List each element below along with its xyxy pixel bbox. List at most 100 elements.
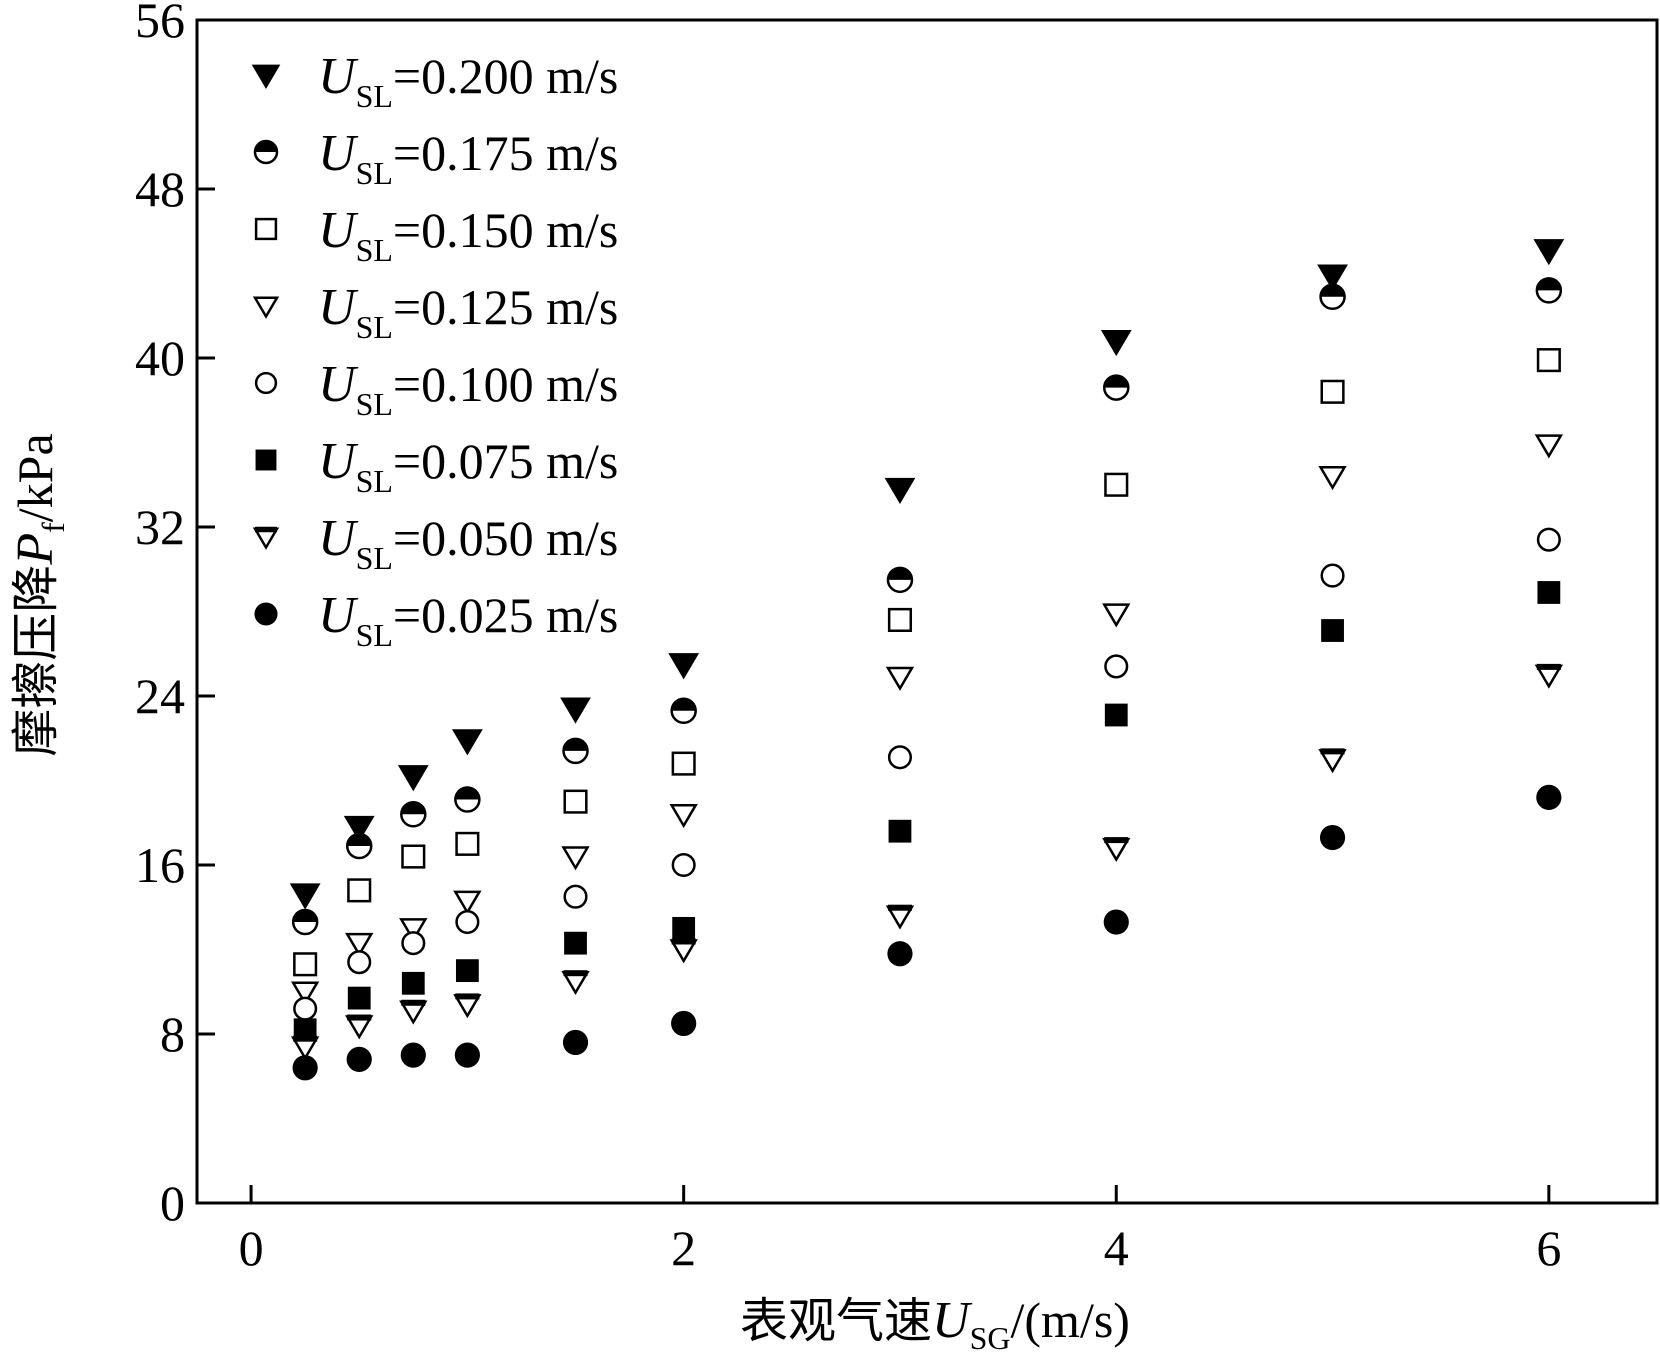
data-point (1534, 663, 1564, 689)
data-point (453, 993, 482, 1019)
data-point (560, 697, 591, 724)
data-point (671, 852, 696, 878)
legend-subscript: SL (356, 155, 393, 191)
legend-symbol: U (318, 279, 359, 336)
data-point (884, 477, 916, 504)
data-point (1319, 824, 1346, 851)
legend-symbol: U (318, 587, 359, 644)
marker-bar (255, 526, 277, 533)
data-point (1321, 619, 1344, 642)
data-point (1104, 654, 1129, 679)
data-point (455, 831, 480, 856)
data-point (1103, 909, 1129, 935)
data-point (563, 789, 588, 814)
legend-symbol: U (318, 356, 359, 413)
x-axis-label-symbol: U (932, 1292, 973, 1349)
legend-subscript: SL (356, 386, 393, 422)
data-point (400, 1042, 426, 1068)
legend-subscript: SL (356, 78, 393, 114)
legend-entry-4: USL=0.100 m/s (254, 356, 618, 422)
y-tick-label: 0 (160, 1175, 185, 1231)
data-point (561, 970, 590, 996)
data-point (454, 1042, 480, 1068)
data-point (401, 844, 426, 869)
legend-subscript: SL (356, 309, 393, 345)
data-point (671, 751, 696, 776)
data-point (289, 883, 321, 910)
data-point (343, 815, 375, 842)
legend-marker (253, 139, 279, 165)
marker-bar (1536, 663, 1561, 670)
x-axis-label-text: 表观气速 (740, 1293, 932, 1349)
data-point (672, 916, 696, 940)
y-axis-label-symbol: P (7, 533, 64, 566)
y-tick-label: 24 (135, 668, 185, 724)
plot-frame (195, 18, 1659, 1205)
legend-label: USL=0.025 m/s (318, 587, 618, 653)
data-point (1104, 703, 1128, 727)
legend-entry-7: USL=0.025 m/s (254, 587, 618, 653)
data-point (347, 950, 372, 975)
data-point (399, 999, 428, 1025)
legend-label: USL=0.050 m/s (318, 510, 618, 576)
data-point (1318, 748, 1347, 774)
data-point (671, 1010, 697, 1037)
marker-half (401, 802, 426, 815)
data-point (564, 931, 587, 955)
legend-marker (254, 602, 278, 626)
legend-entry-1: USL=0.175 m/s (253, 125, 618, 191)
legend-label: USL=0.075 m/s (318, 433, 618, 499)
legend-entry-6: USL=0.050 m/s (252, 510, 618, 576)
data-point (888, 819, 912, 843)
data-point (293, 1018, 317, 1042)
marker-bar (563, 970, 588, 977)
data-point (1103, 374, 1130, 401)
legend-entry-2: USL=0.150 m/s (254, 202, 618, 268)
series-6 (290, 663, 1564, 1061)
data-point (347, 878, 372, 903)
data-point (401, 931, 426, 956)
series-7 (292, 784, 1562, 1081)
data-point (670, 697, 697, 725)
data-point (1100, 329, 1132, 357)
legend-label: USL=0.100 m/s (318, 356, 618, 422)
legend-label: USL=0.150 m/s (318, 202, 618, 268)
data-point (886, 566, 914, 594)
y-tick-label: 16 (135, 837, 185, 893)
y-tick-label: 56 (135, 0, 185, 48)
data-point (1102, 837, 1131, 862)
legend-value: =0.200 m/s (393, 48, 618, 104)
data-point (401, 971, 425, 995)
legend-value: =0.075 m/s (393, 433, 618, 489)
data-point (563, 884, 588, 909)
data-point (293, 952, 318, 977)
legend-marker (254, 217, 278, 241)
data-point (291, 908, 319, 936)
series-5 (293, 581, 1561, 1042)
legend-symbol: U (318, 125, 359, 182)
data-point (399, 918, 428, 943)
x-tick-label: 0 (239, 1220, 264, 1276)
legend-entry-3: USL=0.125 m/s (252, 279, 618, 345)
x-tick-label: 4 (1104, 1220, 1129, 1276)
marker-half (455, 787, 480, 800)
data-point (1533, 239, 1565, 266)
data-point (453, 890, 482, 915)
marker-bar (293, 1035, 318, 1042)
marker-half (347, 833, 372, 846)
data-point (1320, 563, 1345, 588)
legend-subscript: SL (356, 463, 393, 499)
series-4 (293, 527, 1561, 1021)
series-3 (290, 434, 1564, 1006)
data-point (400, 801, 427, 828)
data-point (1102, 603, 1131, 628)
data-point (345, 1014, 374, 1040)
marker-bar (887, 904, 912, 911)
legend-label: USL=0.200 m/s (318, 48, 618, 114)
marker-bar (455, 993, 480, 1000)
legend-marker (251, 64, 281, 89)
legend-value: =0.150 m/s (393, 202, 618, 258)
data-point (290, 1035, 320, 1061)
data-point (885, 666, 915, 691)
